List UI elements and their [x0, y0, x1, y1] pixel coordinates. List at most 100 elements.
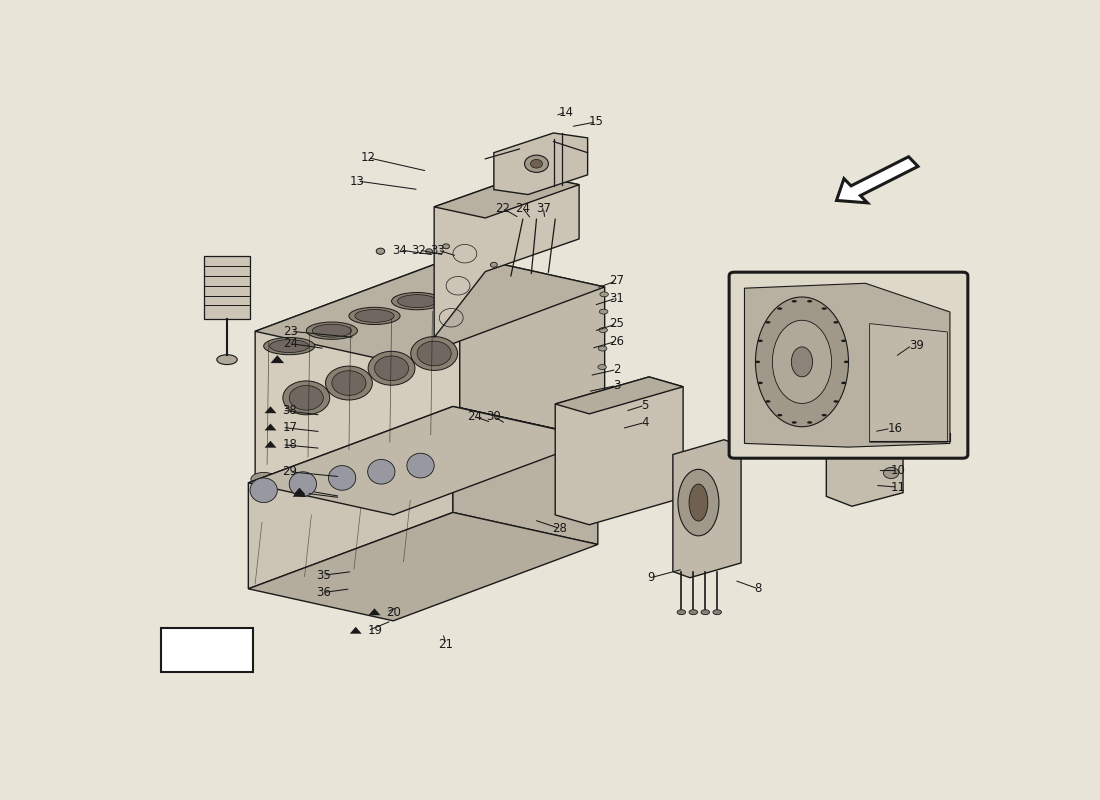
Ellipse shape	[807, 300, 812, 302]
Ellipse shape	[332, 370, 366, 395]
Ellipse shape	[392, 293, 442, 310]
Ellipse shape	[701, 610, 710, 614]
Text: 3: 3	[613, 379, 620, 392]
Polygon shape	[264, 423, 276, 430]
Ellipse shape	[758, 382, 762, 384]
Polygon shape	[836, 157, 918, 203]
Text: 36: 36	[316, 586, 331, 599]
Polygon shape	[249, 406, 453, 589]
Text: 6: 6	[746, 421, 754, 434]
Polygon shape	[249, 406, 598, 515]
Ellipse shape	[378, 450, 405, 464]
Ellipse shape	[755, 361, 760, 363]
Ellipse shape	[251, 472, 276, 486]
Text: 4: 4	[641, 416, 649, 429]
Polygon shape	[255, 255, 460, 484]
Text: 32: 32	[411, 243, 427, 257]
Ellipse shape	[772, 320, 832, 403]
Ellipse shape	[397, 294, 437, 307]
Ellipse shape	[689, 484, 707, 521]
Polygon shape	[350, 627, 362, 634]
Polygon shape	[826, 441, 903, 506]
Text: 19: 19	[367, 624, 383, 637]
Ellipse shape	[766, 400, 770, 402]
Text: 18: 18	[283, 438, 297, 451]
Ellipse shape	[368, 351, 415, 386]
Ellipse shape	[598, 328, 607, 333]
Ellipse shape	[294, 465, 319, 478]
Text: 8: 8	[755, 582, 762, 595]
Text: 38: 38	[283, 404, 297, 417]
Text: 11: 11	[890, 481, 905, 494]
Polygon shape	[556, 377, 683, 414]
Ellipse shape	[283, 381, 330, 414]
Ellipse shape	[374, 356, 408, 381]
Ellipse shape	[689, 610, 697, 614]
Text: 24: 24	[466, 410, 482, 423]
Text: 23: 23	[284, 325, 298, 338]
Text: 7: 7	[746, 439, 754, 452]
Text: 2: 2	[613, 363, 620, 376]
Polygon shape	[294, 487, 306, 494]
Ellipse shape	[844, 361, 849, 363]
Text: 34: 34	[393, 243, 407, 257]
Ellipse shape	[792, 300, 796, 302]
Polygon shape	[494, 133, 587, 194]
Ellipse shape	[713, 610, 722, 614]
Text: 39: 39	[948, 370, 964, 382]
Ellipse shape	[217, 354, 238, 365]
Ellipse shape	[598, 346, 607, 351]
Text: 29: 29	[282, 466, 297, 478]
Text: 26: 26	[609, 334, 624, 348]
Text: 37: 37	[536, 202, 551, 214]
Text: 30: 30	[486, 410, 502, 423]
Ellipse shape	[525, 155, 549, 172]
Text: 15: 15	[588, 115, 604, 128]
Text: 39: 39	[909, 338, 924, 352]
Ellipse shape	[530, 159, 542, 168]
Ellipse shape	[355, 310, 394, 322]
Text: 21: 21	[439, 638, 453, 650]
Text: = 1: = 1	[187, 642, 213, 657]
Ellipse shape	[756, 297, 848, 426]
FancyBboxPatch shape	[729, 272, 968, 458]
Polygon shape	[255, 408, 605, 516]
Ellipse shape	[758, 339, 762, 342]
Ellipse shape	[842, 382, 846, 384]
Ellipse shape	[834, 400, 838, 402]
Polygon shape	[673, 440, 741, 578]
Polygon shape	[264, 441, 276, 448]
Polygon shape	[434, 174, 579, 338]
Polygon shape	[249, 513, 598, 621]
Polygon shape	[368, 608, 381, 615]
Text: 12: 12	[360, 151, 375, 164]
Ellipse shape	[600, 309, 608, 314]
Text: 13: 13	[350, 174, 365, 187]
Ellipse shape	[807, 422, 812, 424]
Ellipse shape	[791, 347, 813, 377]
Polygon shape	[453, 406, 598, 545]
Ellipse shape	[410, 337, 458, 370]
Text: 33: 33	[430, 243, 446, 257]
Ellipse shape	[834, 321, 838, 323]
Ellipse shape	[407, 454, 434, 478]
Ellipse shape	[337, 458, 362, 471]
Polygon shape	[271, 355, 284, 363]
Text: 35: 35	[316, 569, 331, 582]
Text: 20: 20	[386, 606, 402, 618]
Ellipse shape	[597, 365, 606, 370]
Text: 10: 10	[891, 464, 905, 477]
Text: 27: 27	[609, 274, 624, 287]
Ellipse shape	[600, 292, 608, 297]
Ellipse shape	[289, 472, 317, 496]
Polygon shape	[745, 283, 950, 447]
Text: 31: 31	[609, 291, 624, 305]
Polygon shape	[293, 489, 306, 497]
Ellipse shape	[312, 324, 352, 337]
Ellipse shape	[426, 249, 432, 254]
Ellipse shape	[822, 307, 827, 310]
Ellipse shape	[367, 459, 395, 484]
Ellipse shape	[306, 322, 358, 339]
Ellipse shape	[491, 262, 497, 267]
Text: 24: 24	[284, 337, 298, 350]
